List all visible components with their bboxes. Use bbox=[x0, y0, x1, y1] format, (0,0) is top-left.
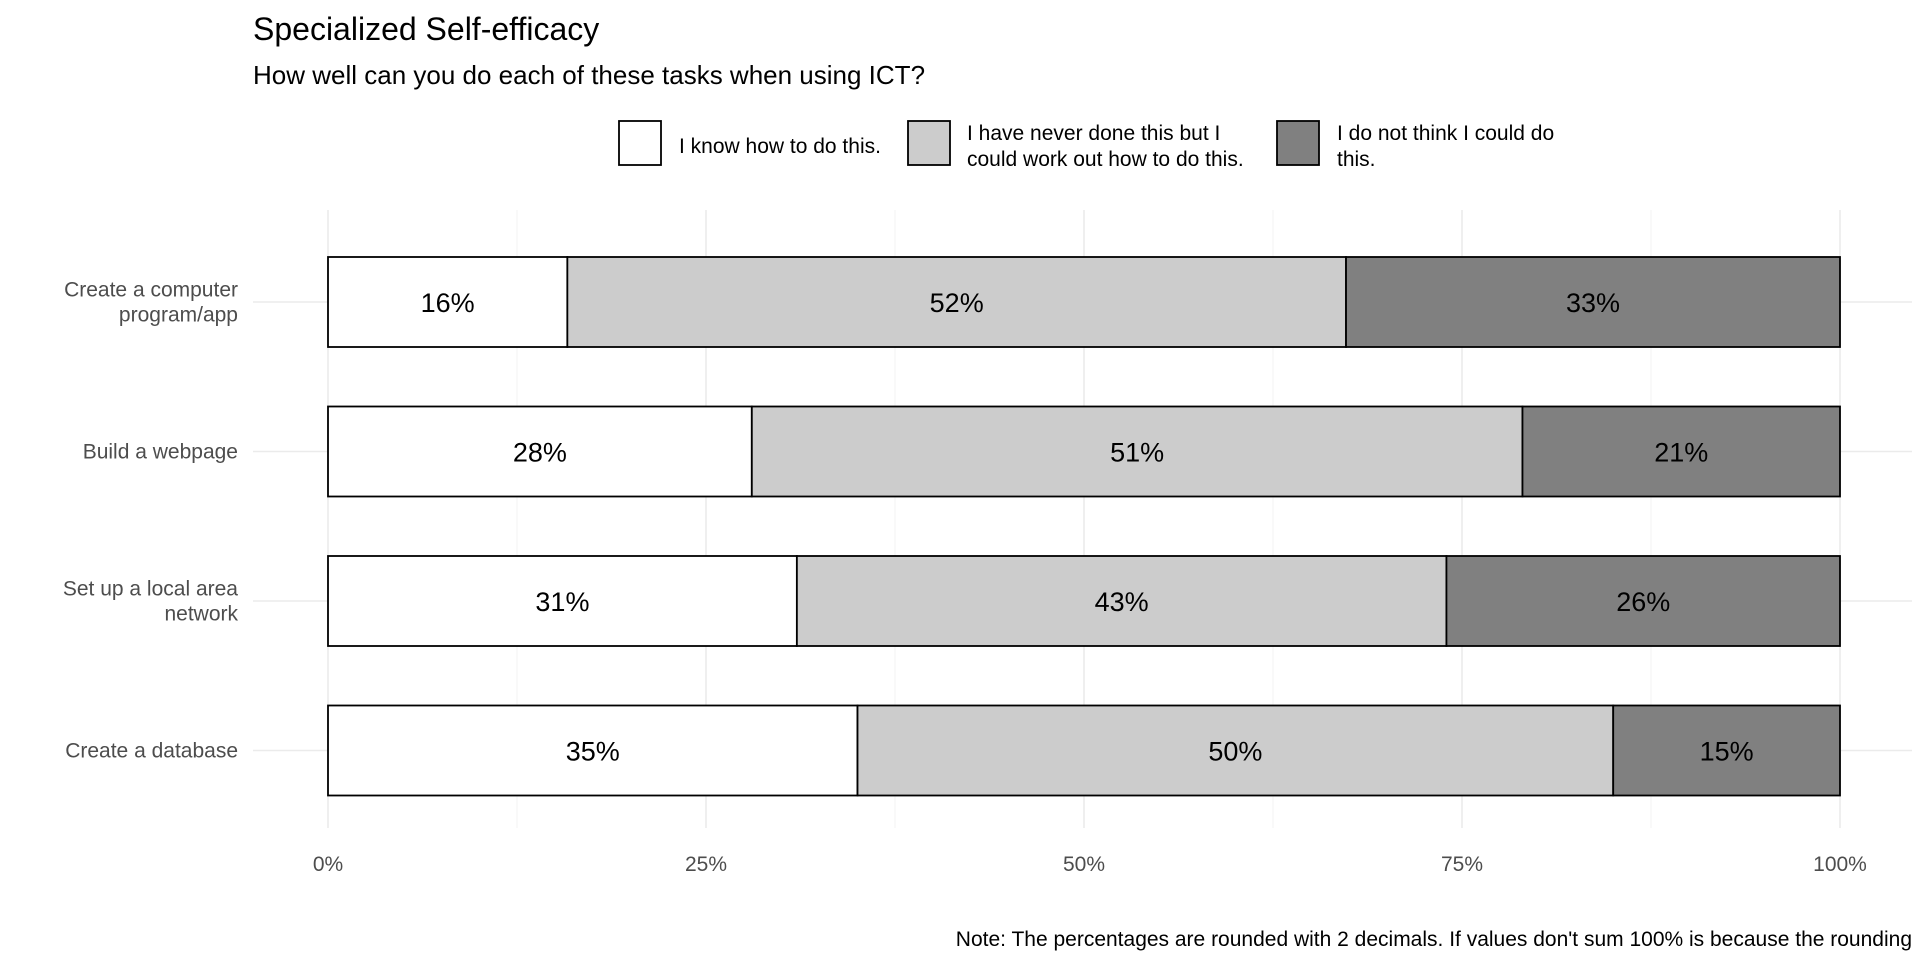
bar-value-label: 31% bbox=[535, 587, 589, 617]
bar-value-label: 33% bbox=[1566, 288, 1620, 318]
category-label-line-1: Build a webpage bbox=[83, 441, 238, 464]
legend-key bbox=[1276, 120, 1320, 166]
bar-value-label: 28% bbox=[513, 438, 567, 468]
legend-label: I have never done this but I could work o… bbox=[967, 122, 1244, 171]
category-label: Create a computer program/app bbox=[64, 279, 238, 327]
legend-key bbox=[618, 120, 662, 166]
bar-segment bbox=[1612, 704, 1841, 797]
category-label-line-2: program/app bbox=[119, 304, 238, 327]
bar-segment bbox=[327, 704, 859, 797]
category-label-line-2: network bbox=[164, 603, 238, 626]
category-labels: Create a computer program/app Build a webp… bbox=[63, 279, 239, 763]
legend-label-line-1: I know how to do this. bbox=[679, 135, 881, 158]
bar-value-label: 51% bbox=[1110, 438, 1164, 468]
category-label: Create a database bbox=[65, 740, 238, 763]
legend: I know how to do this. I have never done … bbox=[618, 120, 1554, 171]
bar-value-label: 35% bbox=[566, 737, 620, 767]
bar-value-label: 52% bbox=[930, 288, 984, 318]
category-label: Build a webpage bbox=[83, 441, 238, 464]
category-label-line-1: Create a computer bbox=[64, 279, 238, 302]
bar-segment bbox=[327, 555, 798, 647]
bar-segment bbox=[1445, 555, 1841, 647]
x-axis: 0% 25% 50% 75% 100% bbox=[313, 853, 1867, 876]
legend-label-line-1: I do not think I could do bbox=[1337, 122, 1554, 145]
bar-segment bbox=[566, 256, 1347, 348]
chart-subtitle: How well can you do each of these tasks … bbox=[253, 60, 925, 90]
bar-value-label: 43% bbox=[1095, 587, 1149, 617]
bar-segment bbox=[327, 405, 753, 498]
bar-value-label: 16% bbox=[421, 288, 475, 318]
bar-value-label: 26% bbox=[1616, 587, 1670, 617]
bar-value-label: 50% bbox=[1208, 737, 1262, 767]
x-tick-label: 50% bbox=[1063, 853, 1105, 876]
legend-label-line-1: I have never done this but I bbox=[967, 122, 1220, 145]
bars: 16% 52% 33% 28% 51% 21% 31% 43% 26% 35% 50% 15% bbox=[327, 256, 1841, 797]
bar-segment bbox=[327, 256, 569, 348]
chart-caption: Note: The percentages are rounded with 2… bbox=[956, 928, 1912, 951]
category-label-line-1: Set up a local area bbox=[63, 578, 238, 601]
legend-label: I know how to do this. bbox=[679, 135, 881, 158]
bar-segment bbox=[856, 704, 1615, 797]
x-tick-label: 75% bbox=[1441, 853, 1483, 876]
category-label-line-1: Create a database bbox=[65, 740, 238, 763]
category-label: Set up a local area network bbox=[63, 578, 239, 626]
x-tick-label: 100% bbox=[1813, 853, 1867, 876]
x-tick-label: 0% bbox=[313, 853, 343, 876]
bar-value-label: 15% bbox=[1700, 737, 1754, 767]
bar-segment bbox=[750, 405, 1524, 498]
chart-title: Specialized Self-efficacy bbox=[253, 11, 599, 47]
legend-label-line-2: could work out how to do this. bbox=[967, 148, 1244, 171]
legend-label-line-2: this. bbox=[1337, 148, 1376, 171]
bar-segment bbox=[1345, 256, 1841, 348]
legend-key bbox=[907, 120, 951, 166]
x-tick-label: 25% bbox=[685, 853, 727, 876]
bar-segment bbox=[795, 555, 1448, 647]
bar-segment bbox=[1521, 405, 1841, 498]
bar-value-label: 21% bbox=[1654, 438, 1708, 468]
legend-label: I do not think I could do this. bbox=[1337, 122, 1554, 171]
